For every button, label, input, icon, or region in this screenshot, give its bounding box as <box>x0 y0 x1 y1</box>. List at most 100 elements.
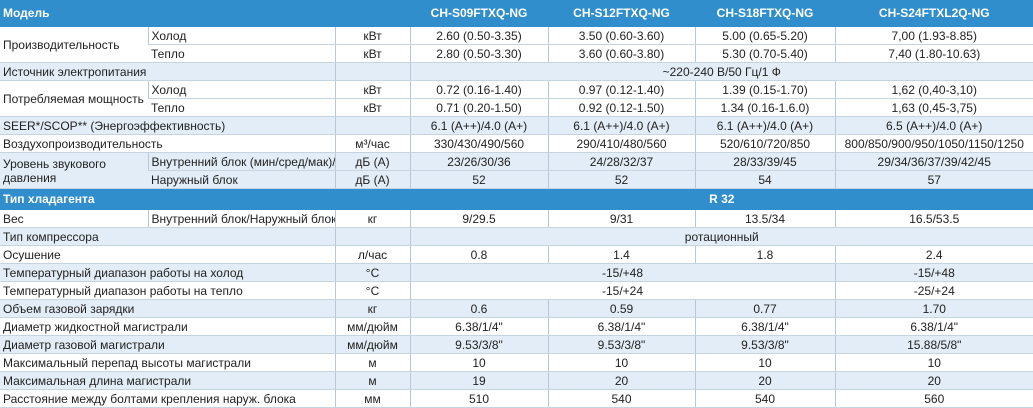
row-value: 9/29.5 <box>409 209 548 228</box>
row-label: Температурный диапазон работы на тепло <box>0 281 335 300</box>
row-unit: мм <box>334 389 410 408</box>
section-value: R 32 <box>409 188 1033 210</box>
row-value: 330/430/490/560 <box>409 134 548 153</box>
row-unit: кВт <box>334 26 410 45</box>
row-unit: мм/дюйм <box>334 335 410 354</box>
row-value: 15.88/5/8" <box>834 335 1033 354</box>
row-sublabel: Внутренний блок/Наружный блок <box>147 209 335 228</box>
row-value: 7,40 (1.80-10.63) <box>834 44 1033 63</box>
row-value: 1.39 (0.15-1.70) <box>694 80 835 99</box>
row-value: 20 <box>834 371 1033 390</box>
spec-row: Диаметр газовой магистрали мм/дюйм 9.53/3/… <box>0 335 1033 354</box>
row-value: 9.53/3/8" <box>547 335 695 354</box>
row-value: 6.1 (A++)/4.0 (A+) <box>694 116 835 135</box>
row-unit: м <box>334 371 410 390</box>
row-unit: мм/дюйм <box>334 317 410 336</box>
section-value: CH-S12FTXQ-NG <box>547 0 695 27</box>
spec-row: Воздухопроизводительность м³/час 330/430/4… <box>0 134 1033 153</box>
row-value: 13.5/34 <box>694 209 835 228</box>
row-value: 9/31 <box>547 209 695 228</box>
row-value: 1.34 (0.16-1.6.0) <box>694 98 835 117</box>
row-unit: °С <box>334 281 410 300</box>
row-unit: дБ (А) <box>334 152 410 171</box>
row-sublabel: Наружный блок <box>148 170 335 189</box>
row-value: 6.1 (A++)/4.0 (A+) <box>547 116 695 135</box>
spec-row: Максимальная длина магистрали м 19 20 20 20 <box>0 371 1033 390</box>
row-unit: л/час <box>334 245 410 264</box>
row-value: 24/28/32/37 <box>547 152 695 171</box>
row-value: 10 <box>547 353 695 372</box>
section-title: Модель <box>0 0 410 27</box>
row-value: 290/410/480/560 <box>547 134 695 153</box>
row-value: 0.71 (0.20-1.50) <box>409 98 548 117</box>
row-label: Максимальная длина магистрали <box>0 371 335 390</box>
row-value: 3.60 (0.60-3.80) <box>547 44 695 63</box>
row-value: 1.70 <box>834 299 1033 318</box>
row-value: ротационный <box>409 227 1033 246</box>
row-value: 560 <box>834 389 1033 408</box>
row-unit: дБ (А) <box>334 170 410 189</box>
row-label: Объем газовой зарядки <box>0 299 335 318</box>
row-value: 0.72 (0.16-1.40) <box>409 80 548 99</box>
row-value: 6.38/1/4" <box>409 317 548 336</box>
spec-row: SEER*/SCOP** (Энергоэффективность) 6.1 (A… <box>0 116 1033 135</box>
row-unit: кВт <box>334 98 410 117</box>
row-value: 23/26/30/36 <box>409 152 548 171</box>
spec-row: Уровень звукового давления Внутренний бло… <box>0 152 1033 189</box>
row-value: -15/+48 <box>409 263 835 282</box>
row-value: 0.59 <box>547 299 695 318</box>
row-value: 5.30 (0.70-5.40) <box>694 44 835 63</box>
row-value: 0.6 <box>409 299 548 318</box>
row-unit <box>334 227 410 246</box>
row-value: 1,63 (0,45-3,75) <box>834 98 1033 117</box>
spec-row: Производительность Холод кВт 2.60 (0.50-3.3… <box>0 26 1033 63</box>
row-label: Диаметр газовой магистрали <box>0 335 335 354</box>
row-value: 0.8 <box>409 245 548 264</box>
section-header: Тип хладагента R 32 <box>0 188 1033 210</box>
row-value: 28/33/39/45 <box>694 152 835 171</box>
row-label: Осушение <box>0 245 335 264</box>
section-value: CH-S24FTXL2Q-NG <box>834 0 1033 27</box>
row-value: 3.50 (0.60-3.60) <box>547 26 695 45</box>
row-unit: кг <box>334 209 410 228</box>
row-value: 2.80 (0.50-3.30) <box>409 44 548 63</box>
row-value: 0.92 (0.12-1.50) <box>547 98 695 117</box>
row-unit: м³/час <box>334 134 410 153</box>
row-value: 20 <box>547 371 695 390</box>
row-label: SEER*/SCOP** (Энергоэффективность) <box>0 116 335 135</box>
row-sublabel: Тепло <box>148 98 335 117</box>
row-label: Уровень звукового давления <box>0 152 148 189</box>
row-unit <box>334 116 410 135</box>
spec-row: Источник электропитания ~220-240 В/50 Гц/… <box>0 62 1033 81</box>
row-value: 10 <box>409 353 548 372</box>
row-unit: м <box>334 353 410 372</box>
section-title: Тип хладагента <box>0 188 410 210</box>
row-label: Диаметр жидкостной магистрали <box>0 317 335 336</box>
row-value: 2.60 (0.50-3.35) <box>409 26 548 45</box>
row-label: Температурный диапазон работы на холод <box>0 263 335 282</box>
row-label: Вес <box>0 209 148 228</box>
spec-row: Тепло кВт 2.80 (0.50-3.30) 3.60 (0.60-3.80)… <box>0 44 1033 63</box>
row-sublabel: Внутренний блок (мин/сред/мак)/ <box>147 152 335 171</box>
row-unit: кг <box>334 299 410 318</box>
row-value: -15/+24 <box>409 281 835 300</box>
row-sublabel: Холод <box>147 26 335 45</box>
row-value: 2.4 <box>834 245 1033 264</box>
row-value: 6.38/1/4" <box>547 317 695 336</box>
row-value: 57 <box>834 170 1033 189</box>
row-value: 540 <box>547 389 695 408</box>
spec-row: Температурный диапазон работы на холод °С… <box>0 263 1033 282</box>
row-value: 540 <box>694 389 835 408</box>
spec-row: Осушение л/час 0.8 1.4 1.8 2.4 <box>0 245 1033 264</box>
section-value: CH-S18FTXQ-NG <box>694 0 835 27</box>
row-unit <box>334 62 410 81</box>
row-value: 9.53/3/8" <box>694 335 835 354</box>
spec-row: Температурный диапазон работы на тепло °С… <box>0 281 1033 300</box>
row-value: 10 <box>834 353 1033 372</box>
row-value: 54 <box>694 170 835 189</box>
row-value: 7,00 (1.93-8.85) <box>834 26 1033 45</box>
row-value: 0.97 (0.12-1.40) <box>547 80 695 99</box>
row-label: Источник электропитания <box>0 62 335 81</box>
